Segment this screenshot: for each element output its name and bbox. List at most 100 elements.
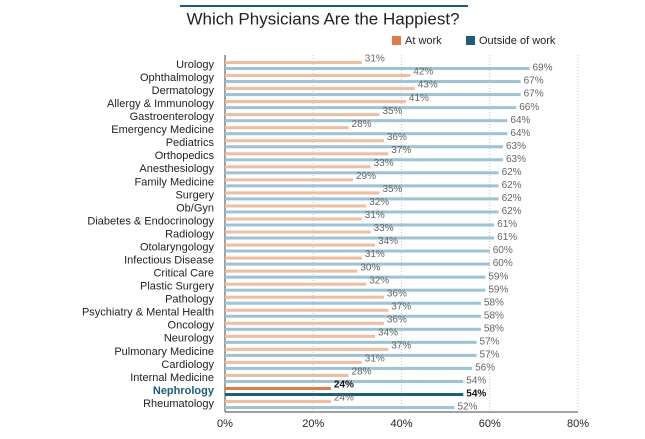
value-label: 62%: [502, 206, 522, 217]
category-label: Gastroenterology: [130, 111, 215, 123]
bar: [225, 269, 358, 273]
value-label: 52%: [457, 402, 477, 413]
bar: [225, 126, 349, 130]
bar: [225, 288, 486, 292]
bar: [225, 314, 481, 318]
category-label: Family Medicine: [135, 176, 214, 188]
value-label: 35%: [382, 106, 402, 117]
category-label: Radiology: [165, 228, 214, 240]
category-label: Otolaryngology: [140, 241, 214, 253]
value-label: 67%: [524, 89, 544, 100]
category-label: Pediatrics: [166, 137, 215, 149]
category-label: Pathology: [165, 294, 214, 306]
bar: [225, 295, 384, 299]
value-label: 32%: [369, 197, 389, 208]
x-tick-label: 20%: [302, 418, 324, 430]
bar: [225, 178, 353, 182]
bar: [225, 327, 481, 331]
bar: [225, 393, 464, 396]
category-label: Emergency Medicine: [111, 124, 214, 136]
x-tick-label: 80%: [567, 418, 589, 430]
value-label: 31%: [365, 54, 385, 65]
value-label: 31%: [365, 354, 385, 365]
category-label: Allergy & Immunology: [107, 98, 214, 110]
value-label: 61%: [497, 232, 517, 243]
bar: [225, 165, 371, 169]
bar: [225, 249, 490, 253]
bar: [225, 197, 499, 201]
value-label: 37%: [391, 301, 411, 312]
category-label: Diabetes & Endocrinology: [87, 215, 214, 227]
value-label: 32%: [369, 275, 389, 286]
bar: [225, 400, 331, 404]
value-label: 56%: [475, 363, 495, 374]
category-label: Oncology: [168, 320, 215, 332]
bar: [225, 132, 508, 136]
bar: [225, 353, 477, 357]
category-label: Psychiatry & Mental Health: [82, 307, 214, 319]
value-label: 58%: [484, 323, 504, 334]
value-label: 67%: [524, 76, 544, 87]
category-label: Pulmonary Medicine: [114, 346, 214, 358]
bar: [225, 243, 376, 247]
category-label: Dermatology: [152, 85, 215, 97]
category-label: Rheumatology: [143, 398, 214, 410]
value-label: 64%: [510, 115, 530, 126]
bar: [225, 184, 499, 188]
x-tick-label: 0%: [217, 418, 233, 430]
value-label: 54%: [466, 376, 486, 387]
category-label: Cardiology: [161, 359, 214, 371]
value-label: 63%: [506, 154, 526, 165]
value-label: 33%: [374, 223, 394, 234]
bar: [225, 373, 349, 377]
bar: [225, 106, 517, 110]
value-label: 62%: [502, 167, 522, 178]
bar: [225, 360, 362, 364]
bar: [225, 100, 406, 104]
value-label: 57%: [480, 350, 500, 361]
bar: [225, 282, 367, 286]
x-tick-label: 60%: [479, 418, 501, 430]
legend-swatch: [466, 36, 475, 45]
bar: [225, 301, 481, 305]
value-label: 24%: [334, 393, 354, 404]
legend-label: At work: [405, 35, 442, 47]
bar: [225, 87, 415, 91]
value-label: 54%: [466, 389, 486, 400]
bar: [225, 210, 499, 214]
bar: [225, 113, 380, 117]
bar: [225, 347, 389, 351]
value-label: 60%: [493, 245, 513, 256]
value-label: 31%: [365, 210, 385, 221]
bar: [225, 93, 521, 97]
bar: [225, 119, 508, 123]
bar: [225, 145, 503, 149]
category-label: Neurology: [164, 333, 215, 345]
value-label: 29%: [356, 171, 376, 182]
value-label: 42%: [413, 67, 433, 78]
value-label: 36%: [387, 288, 407, 299]
bar: [225, 340, 477, 344]
bar: [225, 308, 389, 312]
bar: [225, 321, 384, 325]
value-label: 58%: [484, 297, 504, 308]
category-label: Orthopedics: [155, 150, 215, 162]
value-label: 60%: [493, 258, 513, 269]
bar: [225, 158, 503, 162]
value-label: 36%: [387, 132, 407, 143]
bar: [225, 230, 371, 234]
chart-title: Which Physicians Are the Happiest?: [186, 9, 459, 28]
value-label: 66%: [519, 102, 539, 113]
bar: [225, 406, 455, 410]
value-label: 28%: [352, 119, 372, 130]
bar: [225, 262, 490, 266]
category-label: Infectious Disease: [124, 255, 214, 267]
bar: [225, 217, 362, 221]
bar: [225, 171, 499, 175]
x-tick-label: 40%: [390, 418, 412, 430]
category-label: Critical Care: [153, 268, 214, 280]
category-label: Internal Medicine: [130, 372, 214, 384]
value-label: 43%: [418, 80, 438, 91]
value-label: 37%: [391, 341, 411, 352]
